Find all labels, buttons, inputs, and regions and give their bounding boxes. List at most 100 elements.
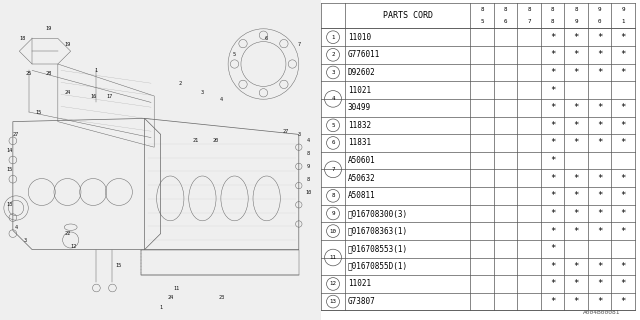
Text: *: * — [573, 68, 579, 77]
Text: 28: 28 — [45, 71, 51, 76]
Text: *: * — [597, 68, 602, 77]
Text: *: * — [597, 227, 602, 236]
Text: *: * — [573, 279, 579, 288]
Text: *: * — [620, 139, 626, 148]
Text: 8: 8 — [551, 20, 554, 24]
Text: 8: 8 — [307, 177, 310, 182]
Text: 19: 19 — [65, 42, 70, 47]
Text: 11832: 11832 — [348, 121, 371, 130]
Text: 8: 8 — [551, 7, 554, 12]
Text: *: * — [620, 50, 626, 59]
Text: *: * — [550, 297, 556, 306]
Text: *: * — [620, 103, 626, 112]
Text: *: * — [573, 139, 579, 148]
Text: 24: 24 — [65, 90, 70, 95]
Text: *: * — [597, 121, 602, 130]
Text: *: * — [550, 85, 556, 95]
Text: D92602: D92602 — [348, 68, 376, 77]
Text: 1: 1 — [159, 305, 162, 310]
Text: 16: 16 — [90, 93, 96, 99]
Text: *: * — [620, 297, 626, 306]
Text: 1: 1 — [95, 68, 98, 73]
Text: *: * — [597, 33, 602, 42]
Text: Ⓑ016708553(1): Ⓑ016708553(1) — [348, 244, 408, 253]
Text: *: * — [573, 121, 579, 130]
Text: 11021: 11021 — [348, 85, 371, 95]
Text: 3: 3 — [24, 237, 28, 243]
Text: 0: 0 — [598, 20, 602, 24]
Text: 4: 4 — [332, 96, 335, 101]
Text: 9: 9 — [574, 20, 578, 24]
Text: *: * — [620, 121, 626, 130]
Text: 11021: 11021 — [348, 279, 371, 288]
Text: *: * — [597, 139, 602, 148]
Text: 8: 8 — [332, 193, 335, 198]
Text: 9: 9 — [332, 211, 335, 216]
Text: 7: 7 — [297, 42, 300, 47]
Text: *: * — [620, 191, 626, 200]
Text: *: * — [573, 191, 579, 200]
Text: *: * — [597, 262, 602, 271]
Text: *: * — [597, 103, 602, 112]
Text: 10: 10 — [330, 228, 337, 234]
Text: 15: 15 — [6, 167, 13, 172]
Text: *: * — [550, 156, 556, 165]
Text: Ⓑ01670855D(1): Ⓑ01670855D(1) — [348, 262, 408, 271]
Text: 4: 4 — [15, 225, 18, 230]
Text: 4: 4 — [220, 97, 223, 102]
Text: 23: 23 — [218, 295, 225, 300]
Text: *: * — [550, 191, 556, 200]
Text: G776011: G776011 — [348, 50, 380, 59]
Text: *: * — [597, 50, 602, 59]
Text: 19: 19 — [45, 26, 51, 31]
Text: *: * — [550, 209, 556, 218]
Text: *: * — [550, 68, 556, 77]
Text: *: * — [550, 279, 556, 288]
Text: 11010: 11010 — [348, 33, 371, 42]
Text: 12: 12 — [71, 244, 77, 249]
Text: *: * — [597, 209, 602, 218]
Text: *: * — [620, 279, 626, 288]
Text: *: * — [620, 33, 626, 42]
Text: 8: 8 — [574, 7, 578, 12]
Text: 12: 12 — [330, 282, 337, 286]
Text: *: * — [573, 174, 579, 183]
Text: 11: 11 — [330, 255, 337, 260]
Text: 7: 7 — [527, 20, 531, 24]
Text: *: * — [597, 297, 602, 306]
Text: *: * — [597, 191, 602, 200]
Text: Ⓑ016708363(1): Ⓑ016708363(1) — [348, 227, 408, 236]
Text: Ⓑ016708300(3): Ⓑ016708300(3) — [348, 209, 408, 218]
Text: *: * — [620, 209, 626, 218]
Text: 11831: 11831 — [348, 139, 371, 148]
Text: *: * — [550, 121, 556, 130]
Text: 30499: 30499 — [348, 103, 371, 112]
Text: 8: 8 — [504, 7, 508, 12]
Text: 21: 21 — [193, 138, 199, 143]
Text: 10: 10 — [305, 189, 312, 195]
Text: PARTS CORD: PARTS CORD — [383, 11, 433, 20]
Text: *: * — [573, 262, 579, 271]
Text: *: * — [597, 279, 602, 288]
Text: A004B00081: A004B00081 — [583, 310, 621, 315]
Text: *: * — [550, 33, 556, 42]
Text: *: * — [620, 174, 626, 183]
Text: 17: 17 — [106, 93, 113, 99]
Text: 14: 14 — [6, 148, 13, 153]
Text: 25: 25 — [26, 71, 32, 76]
Text: A50632: A50632 — [348, 174, 376, 183]
Text: *: * — [550, 50, 556, 59]
Text: *: * — [550, 244, 556, 253]
Text: 9: 9 — [621, 7, 625, 12]
Text: *: * — [573, 209, 579, 218]
Text: 6: 6 — [332, 140, 335, 146]
Text: 15: 15 — [35, 109, 42, 115]
Text: 13: 13 — [330, 299, 337, 304]
Text: 20: 20 — [212, 138, 218, 143]
Text: 15: 15 — [116, 263, 122, 268]
Text: 3: 3 — [297, 132, 300, 137]
Text: 8: 8 — [307, 151, 310, 156]
Text: 4: 4 — [307, 138, 310, 143]
Text: *: * — [573, 227, 579, 236]
Text: 9: 9 — [598, 7, 602, 12]
